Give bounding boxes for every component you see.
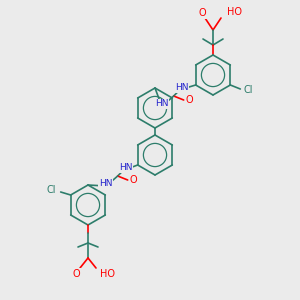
Text: HN: HN [99, 179, 112, 188]
Text: O: O [186, 95, 194, 105]
Text: O: O [198, 8, 206, 18]
Text: O: O [130, 175, 137, 185]
Text: HO: HO [227, 7, 242, 17]
Text: HN: HN [155, 100, 168, 109]
Text: HN: HN [119, 164, 132, 172]
Text: Cl: Cl [244, 85, 253, 95]
Text: Cl: Cl [47, 185, 56, 195]
Text: O: O [72, 269, 80, 279]
Text: HN: HN [175, 83, 188, 92]
Text: HO: HO [100, 269, 115, 279]
